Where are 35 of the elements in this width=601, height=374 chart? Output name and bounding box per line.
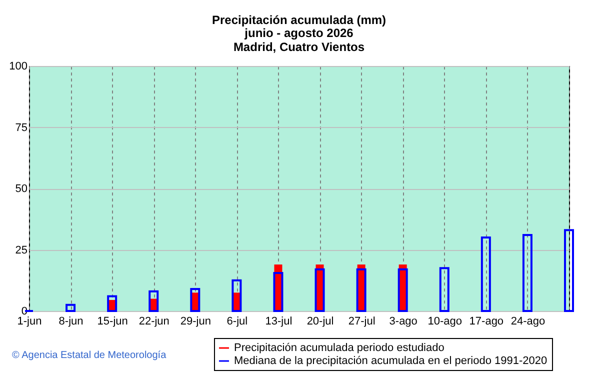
y-tick-label: 50	[15, 183, 28, 195]
bar	[314, 268, 325, 312]
bar	[273, 272, 284, 312]
bar	[107, 295, 118, 312]
bar	[190, 288, 200, 312]
bar	[66, 304, 76, 312]
y-tick-label: 100	[9, 60, 28, 72]
bar	[522, 234, 532, 312]
chart-title: Precipitación acumulada (mm)	[212, 13, 386, 27]
y-tick-label: 25	[15, 244, 28, 256]
x-tick-label: 22-jun	[138, 316, 170, 328]
bar	[232, 279, 242, 312]
x-tick-label: 17-ago	[469, 316, 504, 328]
x-tick-label: 1-jun	[17, 316, 42, 328]
bar	[398, 268, 408, 312]
y-tick-label: 75	[15, 122, 28, 134]
x-tick-label: 8-jun	[58, 316, 84, 328]
bar	[356, 268, 366, 312]
x-tick-label: 13-jul	[265, 316, 292, 328]
x-tick-label: 15-jun	[97, 316, 128, 328]
x-tick-label: 10-ago	[428, 316, 462, 328]
text: © Agencia Estatal de Meteorología	[12, 350, 166, 361]
x-tick-label: 27-jul	[348, 316, 376, 328]
x-tick-label: 29-jun	[180, 316, 211, 328]
x-tick-label: 6-jul	[226, 316, 248, 328]
bar	[439, 267, 450, 312]
legend-label: Precipitación acumulada periodo estudiado	[234, 342, 444, 354]
bar	[564, 229, 574, 312]
chart-subtitle: junio - agosto 2026 Madrid, Cuatro Vientos	[233, 26, 365, 54]
x-tick-label: 3-ago	[389, 316, 418, 328]
legend-label: Mediana de la precipitación acumulada en el periodo 1991-2020	[234, 355, 548, 367]
x-tick-label: 20-jul	[306, 316, 334, 328]
bar	[480, 236, 491, 312]
bar	[148, 290, 159, 312]
x-tick-label: 24-ago	[510, 316, 546, 328]
